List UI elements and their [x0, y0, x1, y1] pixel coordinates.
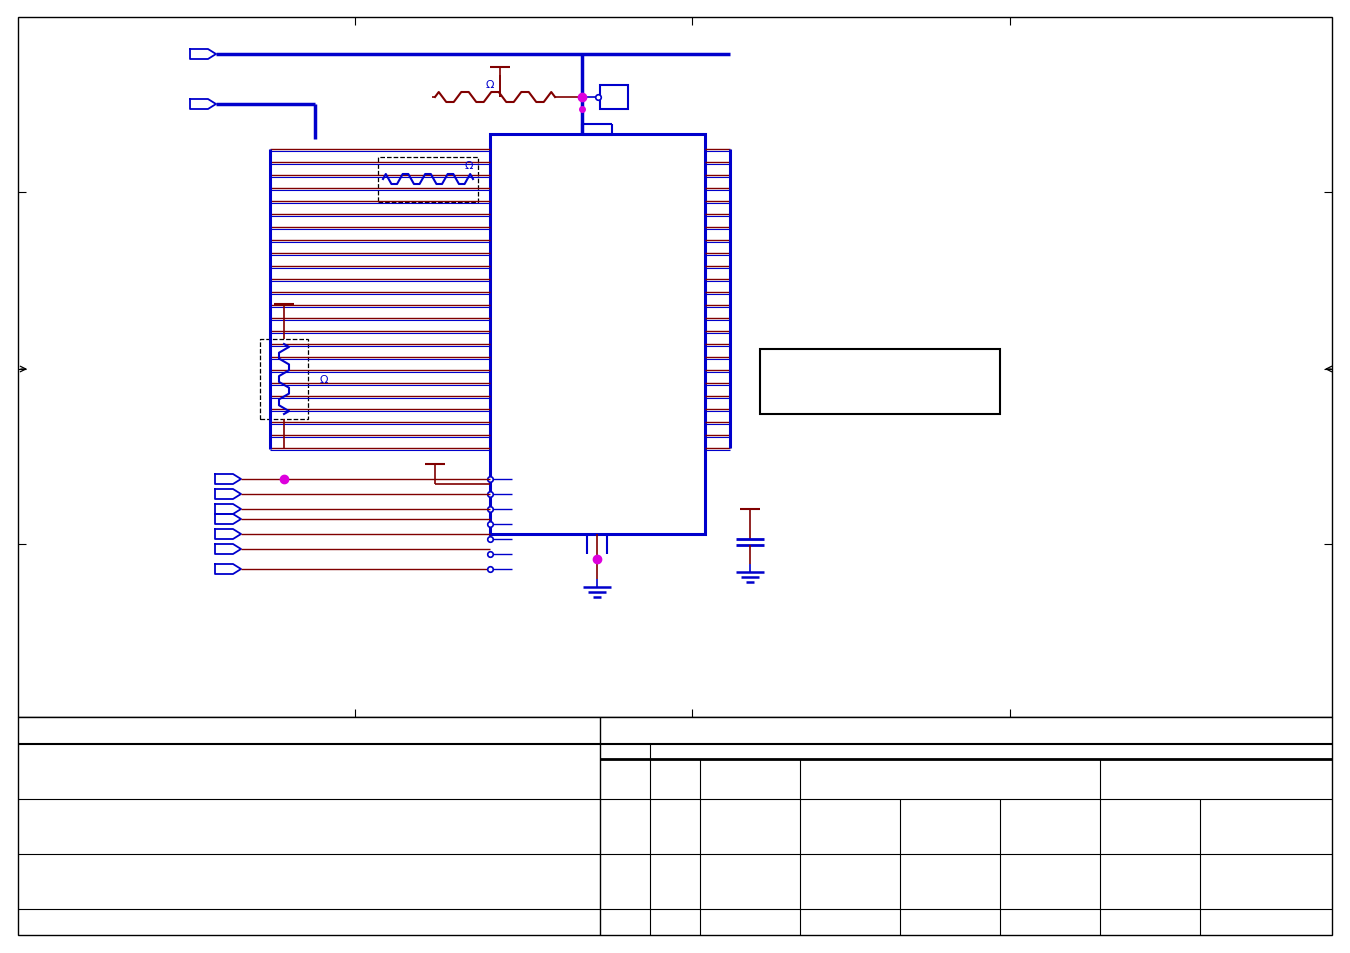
Polygon shape — [215, 504, 242, 515]
Polygon shape — [215, 490, 242, 499]
Polygon shape — [215, 564, 242, 575]
Bar — [18, 718, 1332, 935]
Polygon shape — [215, 475, 242, 484]
Bar — [599, 86, 628, 110]
Text: Ω: Ω — [486, 80, 494, 90]
Polygon shape — [190, 50, 216, 60]
Bar — [378, 158, 478, 203]
Bar — [760, 350, 1000, 415]
Bar — [261, 339, 308, 419]
Polygon shape — [215, 544, 242, 555]
Text: Ω: Ω — [464, 161, 472, 171]
Polygon shape — [215, 515, 242, 524]
Bar — [18, 18, 1332, 718]
Polygon shape — [215, 530, 242, 539]
Bar — [490, 135, 705, 535]
Text: Ω: Ω — [320, 375, 328, 385]
Polygon shape — [190, 100, 216, 110]
